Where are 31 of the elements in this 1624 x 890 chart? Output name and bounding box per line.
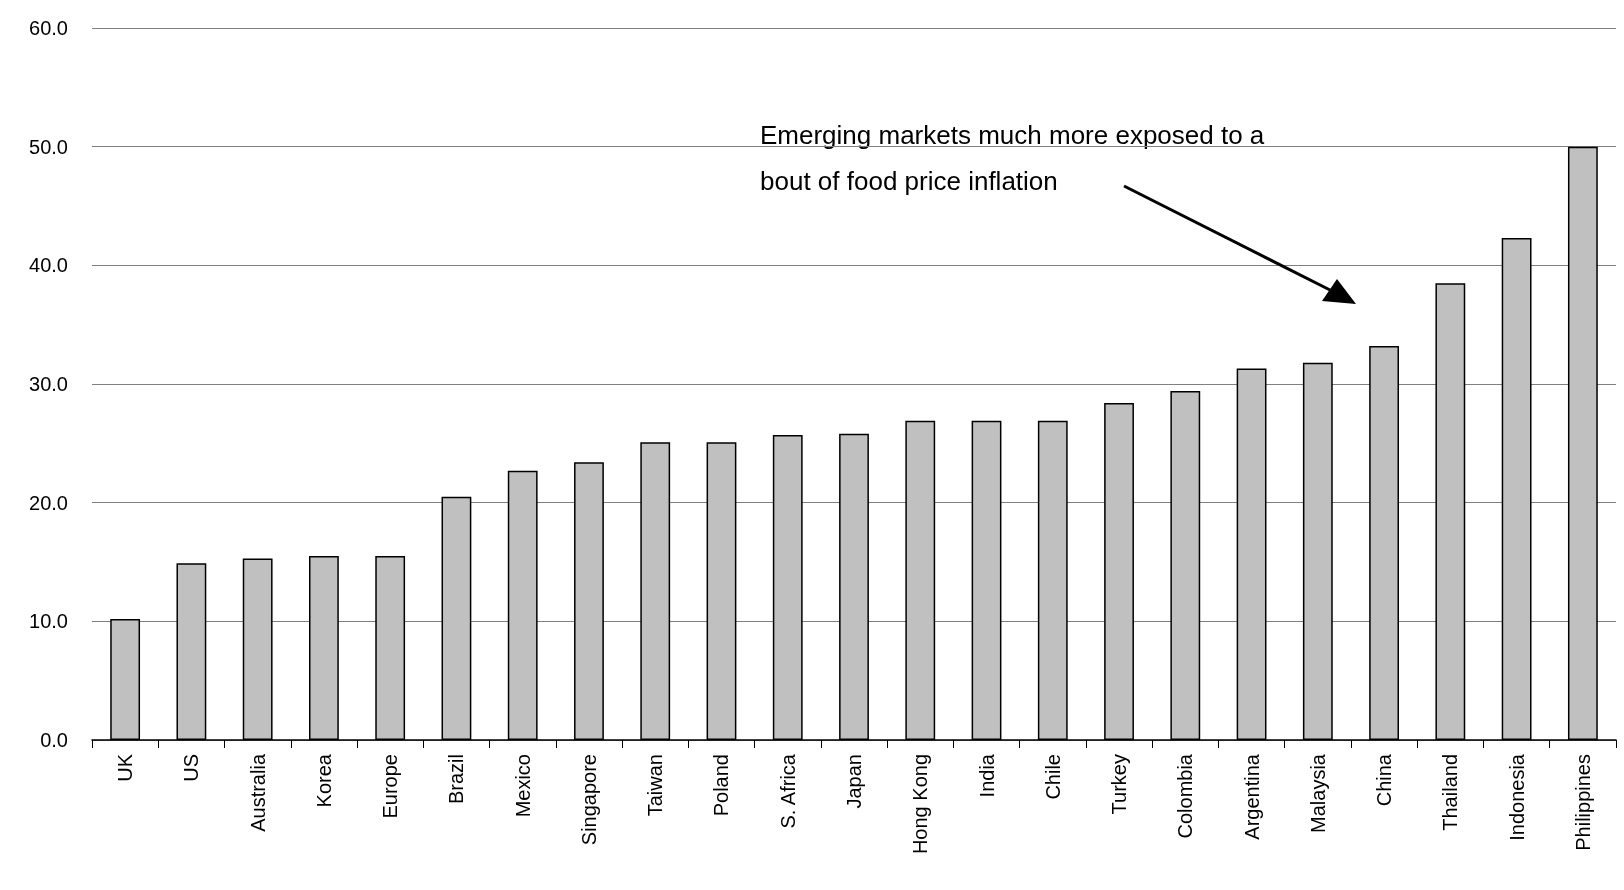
x-tick-label: Indonesia bbox=[1505, 753, 1528, 841]
y-tick-label: 0.0 bbox=[40, 729, 68, 751]
x-tick-label: Turkey bbox=[1108, 754, 1131, 815]
x-tick-label: India bbox=[975, 753, 998, 798]
x-tick-label: Australia bbox=[246, 753, 269, 832]
x-tick-label: Argentina bbox=[1240, 753, 1263, 840]
x-tick-label: Japan bbox=[843, 754, 865, 809]
x-tick-label: Philippines bbox=[1571, 754, 1594, 851]
x-tick-label: S. Africa bbox=[776, 753, 799, 829]
y-tick-label: 30.0 bbox=[29, 373, 68, 395]
annotation: Emerging markets much more exposed to a bout of food price inflation bbox=[760, 120, 1272, 196]
x-tick-label: UK bbox=[114, 753, 137, 782]
x-tick-label: Europe bbox=[379, 754, 402, 819]
x-tick-label: Mexico bbox=[511, 754, 534, 818]
y-tick-label: 60.0 bbox=[29, 17, 68, 39]
x-tick-label: Thailand bbox=[1439, 754, 1462, 831]
y-tick-label: 40.0 bbox=[29, 254, 68, 277]
x-tick-label: Poland bbox=[710, 754, 733, 817]
y-tick-label: 50.0 bbox=[29, 135, 68, 158]
x-tick-label: Brazil bbox=[445, 754, 468, 805]
x-tick-label: Colombia bbox=[1174, 753, 1197, 839]
x-tick-label: US bbox=[180, 754, 203, 782]
y-tick-label: 20.0 bbox=[29, 491, 68, 514]
x-tick-label: Taiwan bbox=[644, 754, 667, 817]
x-tick-label: Malaysia bbox=[1306, 753, 1329, 833]
x-tick-label: Singapore bbox=[577, 754, 600, 846]
y-tick-label: 10.0 bbox=[29, 610, 68, 633]
x-tick-label: Korea bbox=[312, 753, 335, 808]
x-tick-label: Chile bbox=[1041, 754, 1064, 800]
x-tick-label: Hong Kong bbox=[909, 754, 932, 855]
x-tick-label: China bbox=[1373, 753, 1396, 807]
